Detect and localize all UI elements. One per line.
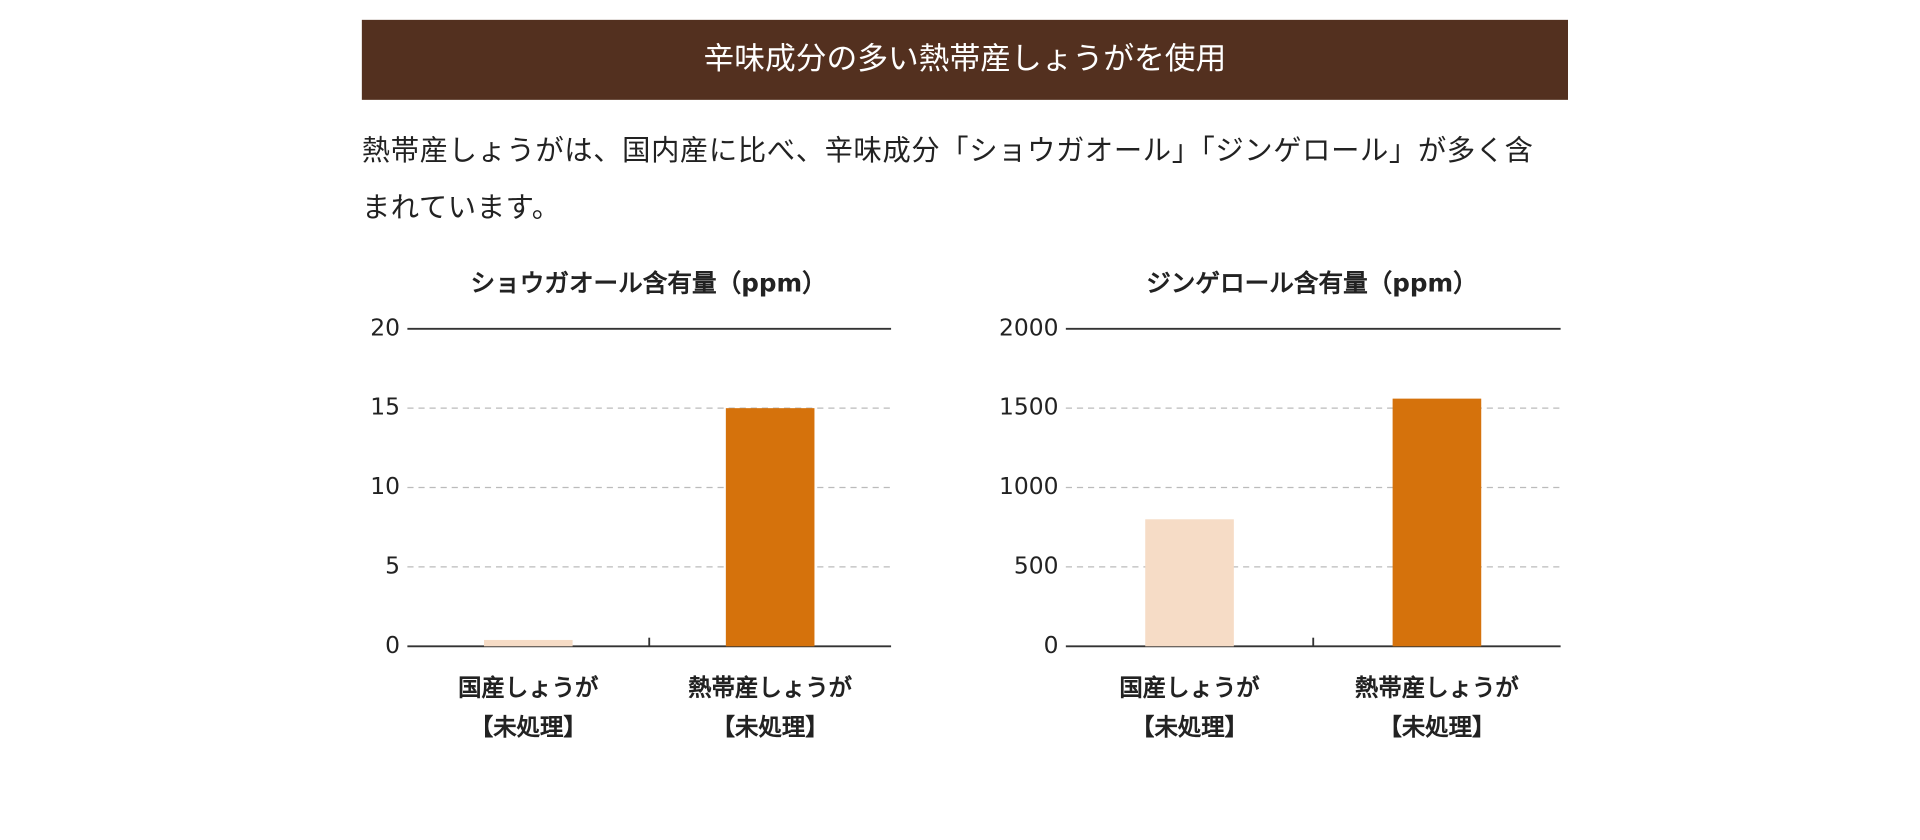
chart-title: ショウガオール含有量（ppm）: [471, 268, 827, 297]
intro-text: 熱帯産しょうがは、国内産に比べ、辛味成分「ショウガオール」「ジンゲロール」が多く…: [361, 135, 1534, 225]
chart-title: ジンゲロール含有量（ppm）: [1146, 268, 1478, 297]
y-tick-label: 10: [370, 472, 400, 500]
bar: [484, 639, 573, 647]
y-tick-label: 5: [385, 551, 400, 579]
x-tick-label: 熱帯産しょうが 【未処理】: [688, 674, 852, 742]
bar: [725, 408, 815, 647]
y-tick-label: 500: [1014, 551, 1059, 579]
header-title: 辛味成分の多い熱帯産しょうがを使用: [704, 41, 1227, 77]
x-tick-label-box: 国産しょうが 【未処理】: [458, 674, 599, 742]
x-tick-label: 国産しょうが 【未処理】: [1119, 674, 1260, 742]
bar: [1145, 519, 1234, 647]
header-bar: [361, 19, 1568, 100]
bar: [1392, 398, 1482, 647]
y-tick-label: 1500: [999, 393, 1058, 421]
x-tick-label-box: 熱帯産しょうが 【未処理】: [1355, 674, 1519, 742]
x-tick-label-box: 熱帯産しょうが 【未処理】: [688, 674, 852, 742]
x-tick-label: 国産しょうが 【未処理】: [458, 674, 599, 742]
intro-box: 熱帯産しょうがは、国内産に比べ、辛味成分「ショウガオール」「ジンゲロール」が多く…: [361, 135, 1534, 225]
y-tick-label: 0: [385, 631, 400, 659]
y-tick-label: 15: [370, 393, 400, 421]
y-tick-label: 1000: [999, 472, 1058, 500]
y-tick-label: 0: [1044, 631, 1059, 659]
y-tick-label: 20: [370, 313, 400, 341]
y-tick-label: 2000: [999, 313, 1058, 341]
x-tick-label: 熱帯産しょうが 【未処理】: [1355, 674, 1519, 742]
x-tick-label-box: 国産しょうが 【未処理】: [1119, 674, 1260, 742]
